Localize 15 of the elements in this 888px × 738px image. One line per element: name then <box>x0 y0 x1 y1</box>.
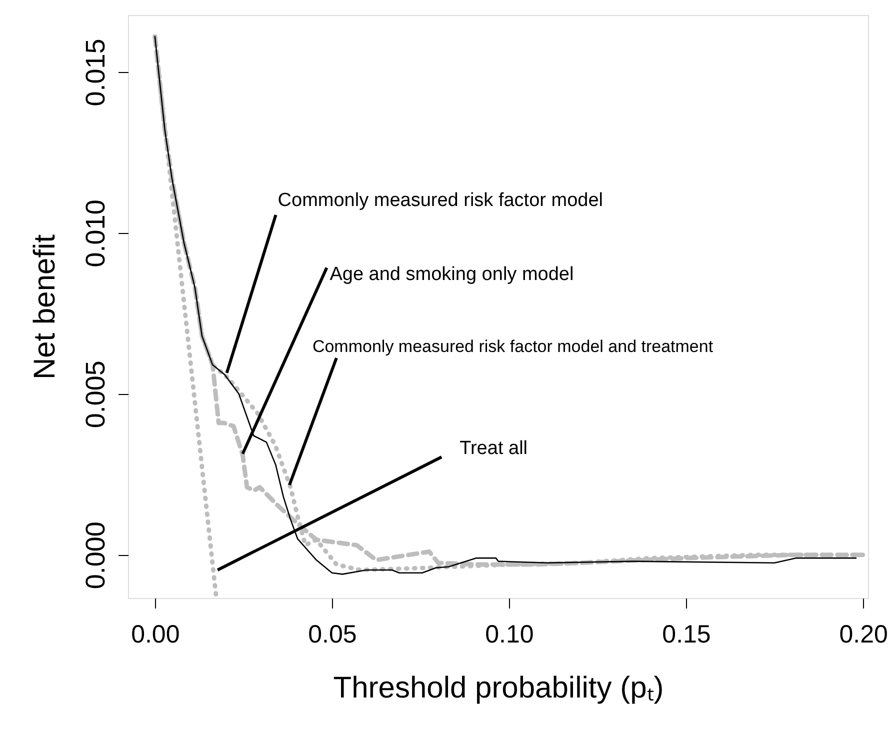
annotation: Commonly measured risk factor model <box>278 190 604 211</box>
x-tick-label: 0.20 <box>839 620 888 648</box>
x-tick-label: 0.05 <box>308 620 357 648</box>
y-tick-label: 0.015 <box>80 38 110 106</box>
x-tick-label: 0.00 <box>131 620 180 648</box>
x-axis-title: Threshold probability (pₜ) <box>333 672 664 704</box>
x-tick-label: 0.15 <box>662 620 711 648</box>
y-tick-label: 0.000 <box>80 522 110 590</box>
annotation: Age and smoking only model <box>330 264 574 285</box>
annotation: Treat all <box>460 438 528 459</box>
x-tick-label: 0.10 <box>485 620 534 648</box>
y-axis-title: Net benefit <box>28 234 62 380</box>
annotation: Commonly measured risk factor model and treatment <box>312 337 714 356</box>
y-tick-label: 0.010 <box>80 200 110 268</box>
y-tick-label: 0.005 <box>80 360 110 428</box>
